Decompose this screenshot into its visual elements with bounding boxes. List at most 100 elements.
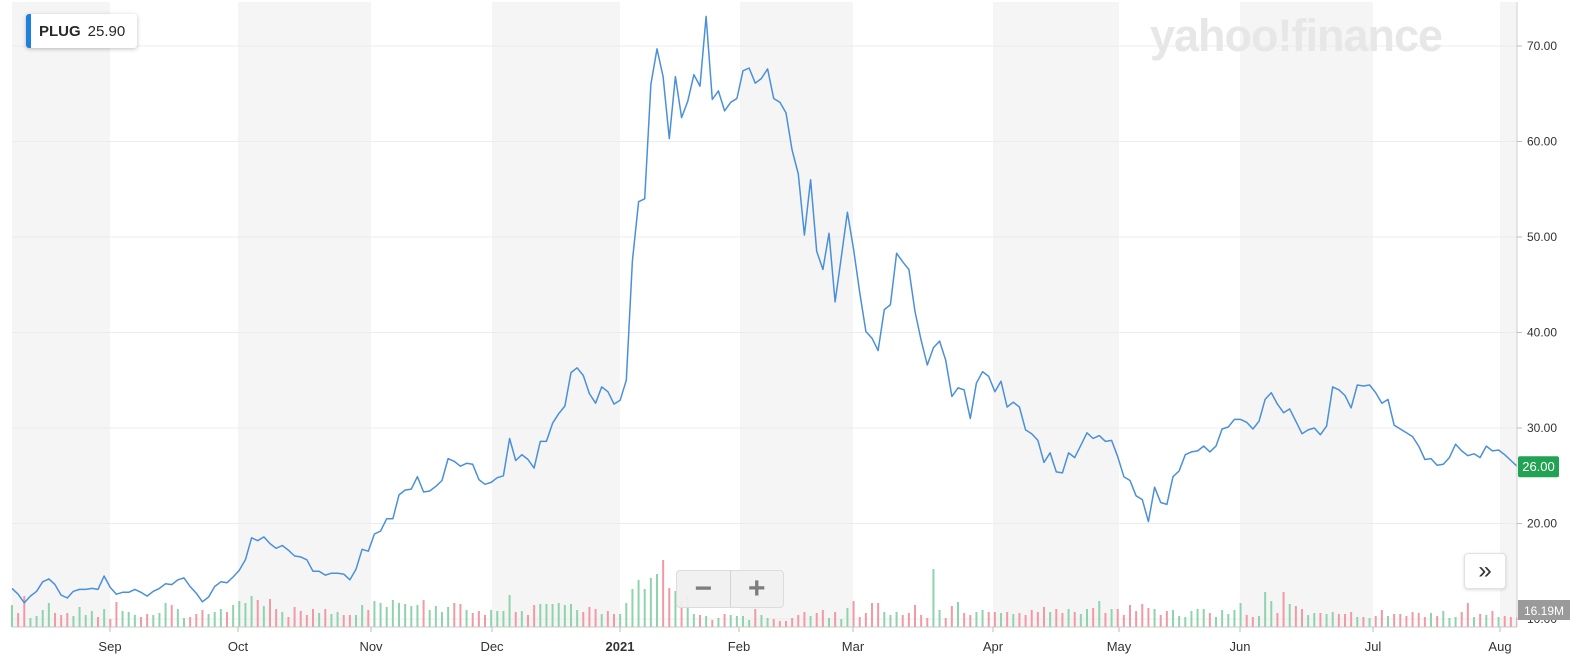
volume-bar: [508, 595, 511, 627]
volume-bar: [496, 611, 499, 627]
x-tick-label: Sep: [98, 639, 121, 654]
volume-bar: [1368, 618, 1371, 627]
y-tick-label: 50.00: [1527, 230, 1557, 244]
volume-bar: [299, 611, 302, 627]
volume-bar: [1362, 617, 1365, 627]
volume-bar: [1491, 611, 1494, 627]
volume-bar: [287, 617, 290, 627]
volume-bar: [367, 610, 370, 627]
volume-bar: [1202, 609, 1205, 627]
volume-bar: [1030, 610, 1033, 627]
volume-bar: [1024, 615, 1027, 627]
volume-bar: [1356, 617, 1359, 627]
volume-bar: [1288, 604, 1291, 627]
volume-bar: [557, 603, 560, 627]
volume-bar: [803, 612, 806, 627]
volume-bar: [355, 615, 357, 627]
volume-bar: [1258, 616, 1260, 627]
volume-bar: [1239, 603, 1242, 627]
volume-bar: [275, 609, 278, 627]
volume-bar: [41, 610, 44, 627]
x-tick-label: Feb: [728, 639, 750, 654]
volume-bar: [864, 613, 867, 627]
volume-bar: [643, 589, 646, 627]
ticker-symbol: PLUG: [39, 22, 81, 40]
volume-bar: [778, 621, 781, 627]
expand-button[interactable]: »: [1464, 553, 1506, 589]
volume-bar: [1325, 614, 1328, 627]
volume-bar: [318, 613, 321, 627]
volume-bar: [1018, 613, 1021, 627]
volume-bar: [551, 604, 554, 627]
volume-bar: [1460, 612, 1463, 627]
volume-bar: [47, 603, 50, 627]
volume-bar: [692, 614, 695, 627]
volume-bar: [711, 620, 714, 627]
zoom-out-button[interactable]: −: [677, 571, 731, 607]
volume-bar: [434, 606, 437, 627]
volume-bar: [748, 620, 751, 627]
volume-bar: [797, 615, 800, 627]
volume-bar: [1337, 614, 1340, 627]
volume-bar: [1276, 613, 1279, 627]
volume-bar: [103, 609, 106, 627]
month-band: [993, 2, 1119, 627]
volume-bar: [1104, 613, 1107, 627]
month-band: [492, 2, 620, 627]
volume-bar: [1196, 609, 1199, 627]
volume-bar: [305, 615, 308, 627]
volume-bar: [533, 605, 536, 627]
volume-bar: [944, 618, 947, 627]
volume-bar: [133, 615, 136, 627]
volume-bar: [422, 600, 425, 627]
volume-bar: [1135, 611, 1138, 627]
volume-bar: [465, 610, 468, 627]
volume-bar: [1442, 611, 1445, 627]
volume-bar: [828, 618, 830, 627]
volume-bar: [189, 617, 192, 627]
volume-bar: [1000, 613, 1002, 627]
volume-bar: [1473, 617, 1475, 627]
volume-bar: [342, 615, 345, 627]
volume-bar: [594, 609, 597, 627]
volume-bar: [1172, 610, 1174, 627]
volume-bar: [1393, 614, 1396, 627]
volume-bar: [348, 615, 351, 627]
volume-bar: [502, 611, 505, 627]
volume-bar: [336, 612, 339, 627]
volume-bar: [1319, 613, 1322, 627]
volume-bar: [1221, 610, 1224, 627]
volume-bar: [527, 615, 529, 627]
x-tick-label: Oct: [228, 639, 249, 654]
volume-bar: [588, 607, 591, 627]
volume-bar: [760, 615, 763, 627]
volume-bar: [1159, 615, 1162, 627]
axis-badges: 26.00 16.19M: [1518, 456, 1570, 620]
volume-bar: [1245, 615, 1248, 627]
volume-bar: [1405, 616, 1408, 627]
x-tick-label: 2021: [606, 639, 635, 654]
x-tick-label: Aug: [1488, 639, 1511, 654]
volume-bar: [78, 607, 81, 627]
volume-bar: [1129, 605, 1131, 627]
volume-bar: [140, 617, 142, 627]
volume-bar: [1497, 617, 1500, 627]
volume-bar: [563, 605, 566, 627]
volume-bar: [385, 607, 388, 627]
volume-bar: [975, 612, 978, 627]
volume-bar: [232, 605, 235, 627]
volume-bar: [207, 614, 210, 627]
volume-bar: [785, 621, 787, 627]
volume-bar: [907, 613, 910, 627]
volume-bar: [1251, 617, 1254, 627]
zoom-in-button[interactable]: +: [747, 572, 766, 605]
y-tick-label: 20.00: [1527, 517, 1557, 531]
volume-bar: [379, 603, 382, 627]
volume-bar: [1466, 603, 1469, 627]
volume-bar: [281, 612, 284, 627]
volume-bar: [1417, 613, 1420, 627]
volume-bar: [404, 604, 407, 627]
volume-bar: [330, 614, 333, 627]
volume-bar: [686, 597, 689, 627]
